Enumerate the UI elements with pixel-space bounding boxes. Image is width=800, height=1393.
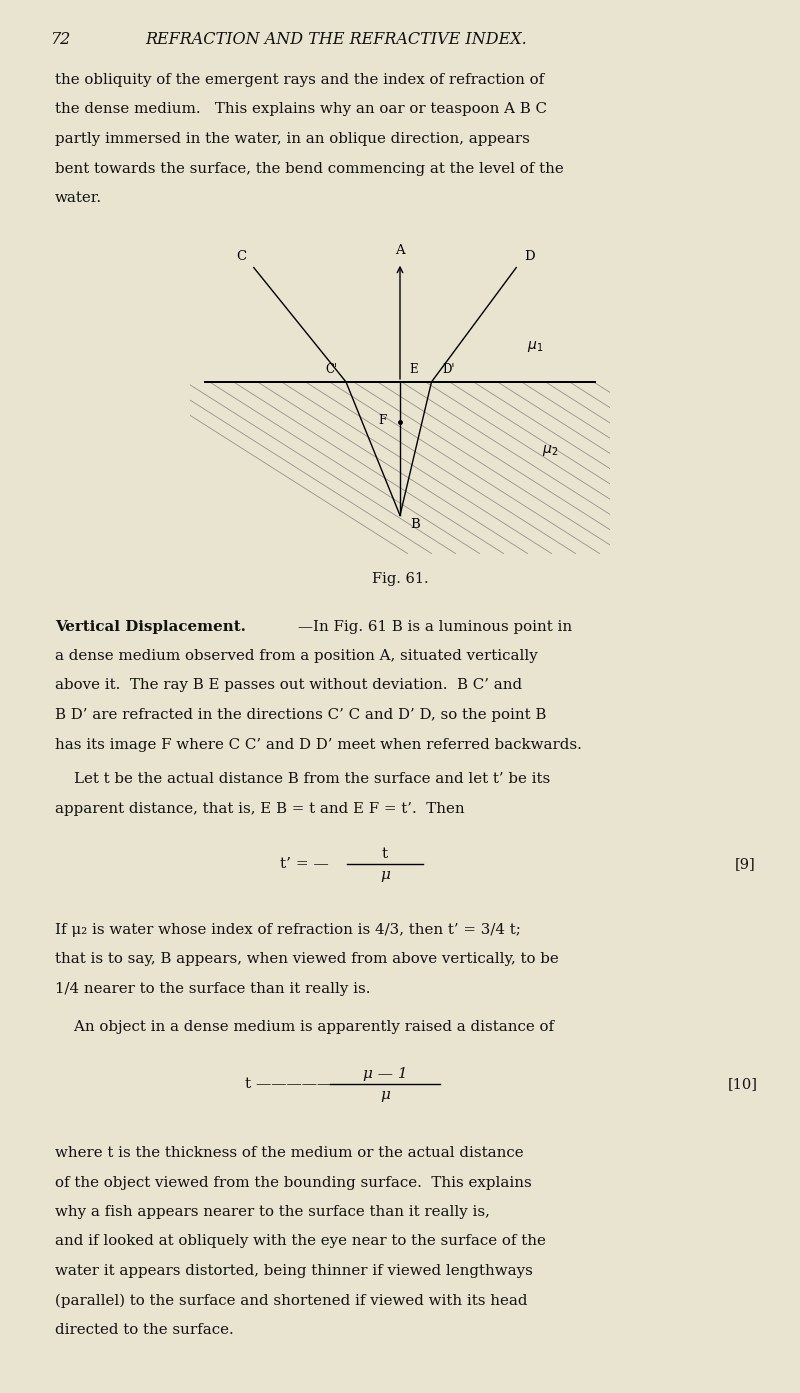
Text: A: A xyxy=(395,244,405,258)
Text: t’ = —: t’ = — xyxy=(280,857,329,871)
Text: and if looked at obliquely with the eye near to the surface of the: and if looked at obliquely with the eye … xyxy=(55,1234,546,1248)
Text: [10]: [10] xyxy=(728,1077,758,1091)
Text: water it appears distorted, being thinner if viewed lengthways: water it appears distorted, being thinne… xyxy=(55,1263,533,1277)
Text: the dense medium.   This explains why an oar or teaspoon A B C: the dense medium. This explains why an o… xyxy=(55,103,547,117)
Text: C': C' xyxy=(325,364,337,376)
Text: that is to say, B appears, when viewed from above vertically, to be: that is to say, B appears, when viewed f… xyxy=(55,953,558,967)
Text: μ — 1: μ — 1 xyxy=(362,1067,407,1081)
Text: An object in a dense medium is apparently raised a distance of: An object in a dense medium is apparentl… xyxy=(55,1020,554,1034)
Text: a dense medium observed from a position A, situated vertically: a dense medium observed from a position … xyxy=(55,649,538,663)
Text: t: t xyxy=(382,847,388,861)
Text: —In Fig. 61 B is a luminous point in: —In Fig. 61 B is a luminous point in xyxy=(298,620,572,634)
Bar xyxy=(190,248,610,382)
Text: of the object viewed from the bounding surface.  This explains: of the object viewed from the bounding s… xyxy=(55,1176,532,1190)
Text: above it.  The ray B E passes out without deviation.  B C’ and: above it. The ray B E passes out without… xyxy=(55,678,522,692)
Text: where t is the thickness of the medium or the actual distance: where t is the thickness of the medium o… xyxy=(55,1146,524,1160)
Text: D: D xyxy=(524,249,534,263)
Text: 72: 72 xyxy=(50,31,70,47)
Text: 1/4 nearer to the surface than it really is.: 1/4 nearer to the surface than it really… xyxy=(55,982,370,996)
Text: REFRACTION AND THE REFRACTIVE INDEX.: REFRACTION AND THE REFRACTIVE INDEX. xyxy=(145,31,526,47)
Text: Vertical Displacement.: Vertical Displacement. xyxy=(55,620,246,634)
Text: apparent distance, that is, E B = t and E F = t’.  Then: apparent distance, that is, E B = t and … xyxy=(55,801,465,815)
Text: directed to the surface.: directed to the surface. xyxy=(55,1323,234,1337)
Text: C: C xyxy=(236,249,246,263)
Text: why a fish appears nearer to the surface than it really is,: why a fish appears nearer to the surface… xyxy=(55,1205,490,1219)
Text: water.: water. xyxy=(55,191,102,205)
Text: D': D' xyxy=(442,364,454,376)
Text: F: F xyxy=(378,414,386,426)
Text: $\mu_2$: $\mu_2$ xyxy=(542,443,558,458)
Text: Fig. 61.: Fig. 61. xyxy=(372,571,428,585)
Text: (parallel) to the surface and shortened if viewed with its head: (parallel) to the surface and shortened … xyxy=(55,1294,527,1308)
Text: [9]: [9] xyxy=(735,857,756,871)
Text: μ: μ xyxy=(380,868,390,882)
Text: B D’ are refracted in the directions C’ C and D’ D, so the point B: B D’ are refracted in the directions C’ … xyxy=(55,708,546,722)
Text: $\mu_1$: $\mu_1$ xyxy=(527,338,543,354)
Text: E: E xyxy=(409,364,418,376)
Text: Let t be the actual distance B from the surface and let t’ be its: Let t be the actual distance B from the … xyxy=(55,772,550,786)
Text: partly immersed in the water, in an oblique direction, appears: partly immersed in the water, in an obli… xyxy=(55,132,530,146)
Text: μ: μ xyxy=(380,1088,390,1102)
Text: has its image F where C C’ and D D’ meet when referred backwards.: has its image F where C C’ and D D’ meet… xyxy=(55,737,582,751)
Text: the obliquity of the emergent rays and the index of refraction of: the obliquity of the emergent rays and t… xyxy=(55,72,544,86)
Text: B: B xyxy=(410,518,420,531)
Text: bent towards the surface, the bend commencing at the level of the: bent towards the surface, the bend comme… xyxy=(55,162,564,176)
Text: If μ₂ is water whose index of refraction is 4/3, then t’ = 3/4 t;: If μ₂ is water whose index of refraction… xyxy=(55,924,521,937)
Text: t —————: t ————— xyxy=(245,1077,332,1091)
